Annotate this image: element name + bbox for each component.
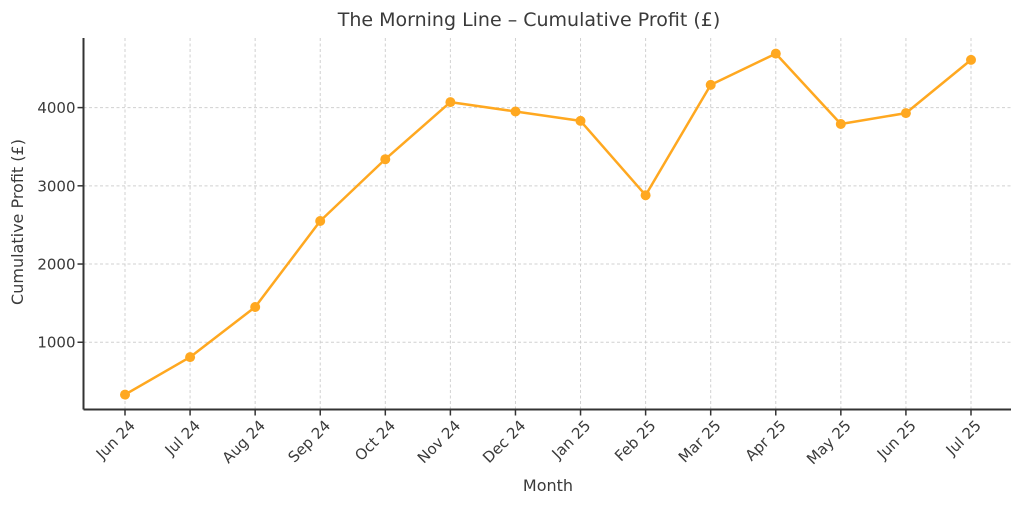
chart-title: The Morning Line – Cumulative Profit (£) bbox=[337, 9, 721, 31]
data-point-marker bbox=[575, 115, 586, 126]
y-tick-label: 1000 bbox=[37, 334, 75, 352]
data-point-marker bbox=[250, 302, 261, 312]
x-tick-label: Jun 24 bbox=[92, 417, 139, 464]
x-tick-label: Aug 24 bbox=[219, 417, 269, 467]
x-tick-label: Jun 25 bbox=[873, 417, 920, 464]
x-axis-label: Month bbox=[523, 476, 573, 495]
x-tick-label: Jul 24 bbox=[161, 417, 204, 460]
x-tick-label: Sep 24 bbox=[284, 417, 334, 467]
series-layer bbox=[120, 48, 976, 400]
profit-line bbox=[123, 52, 973, 396]
data-point-marker bbox=[835, 119, 846, 129]
x-tick-label: Apr 25 bbox=[742, 417, 790, 465]
data-point-marker bbox=[640, 190, 651, 201]
data-point-marker bbox=[315, 216, 326, 226]
data-point-marker bbox=[705, 79, 716, 90]
x-tick-label: Feb 25 bbox=[611, 417, 659, 465]
x-tick-label: Mar 25 bbox=[675, 417, 725, 467]
x-tick-label: Jul 25 bbox=[942, 417, 985, 460]
y-tick-label: 4000 bbox=[37, 99, 75, 117]
x-tick-label: Oct 24 bbox=[351, 417, 399, 465]
data-point-marker bbox=[185, 352, 196, 363]
data-point-marker bbox=[510, 106, 521, 117]
x-tick-label: May 25 bbox=[803, 417, 855, 469]
x-tick-label: Jan 25 bbox=[548, 417, 595, 464]
y-axis-label: Cumulative Profit (£) bbox=[8, 139, 27, 305]
x-tick-label: Dec 24 bbox=[479, 417, 529, 467]
data-point-marker bbox=[770, 48, 781, 59]
data-point-marker bbox=[445, 97, 456, 108]
data-point-marker bbox=[900, 108, 911, 119]
x-tick-label: Nov 24 bbox=[414, 417, 464, 467]
axis-layer: 1000 2000 3000 4000 Jun 24 Jul 24 Aug 24 Sep 24… bbox=[37, 38, 1011, 468]
label-layer: The Morning Line – Cumulative Profit (£)… bbox=[8, 9, 720, 495]
grid-layer bbox=[83, 38, 1011, 410]
data-point-marker bbox=[120, 389, 130, 400]
y-tick-label: 2000 bbox=[37, 256, 75, 274]
data-point-marker bbox=[966, 54, 976, 65]
data-point-marker bbox=[380, 154, 391, 165]
y-tick-label: 3000 bbox=[37, 177, 75, 195]
